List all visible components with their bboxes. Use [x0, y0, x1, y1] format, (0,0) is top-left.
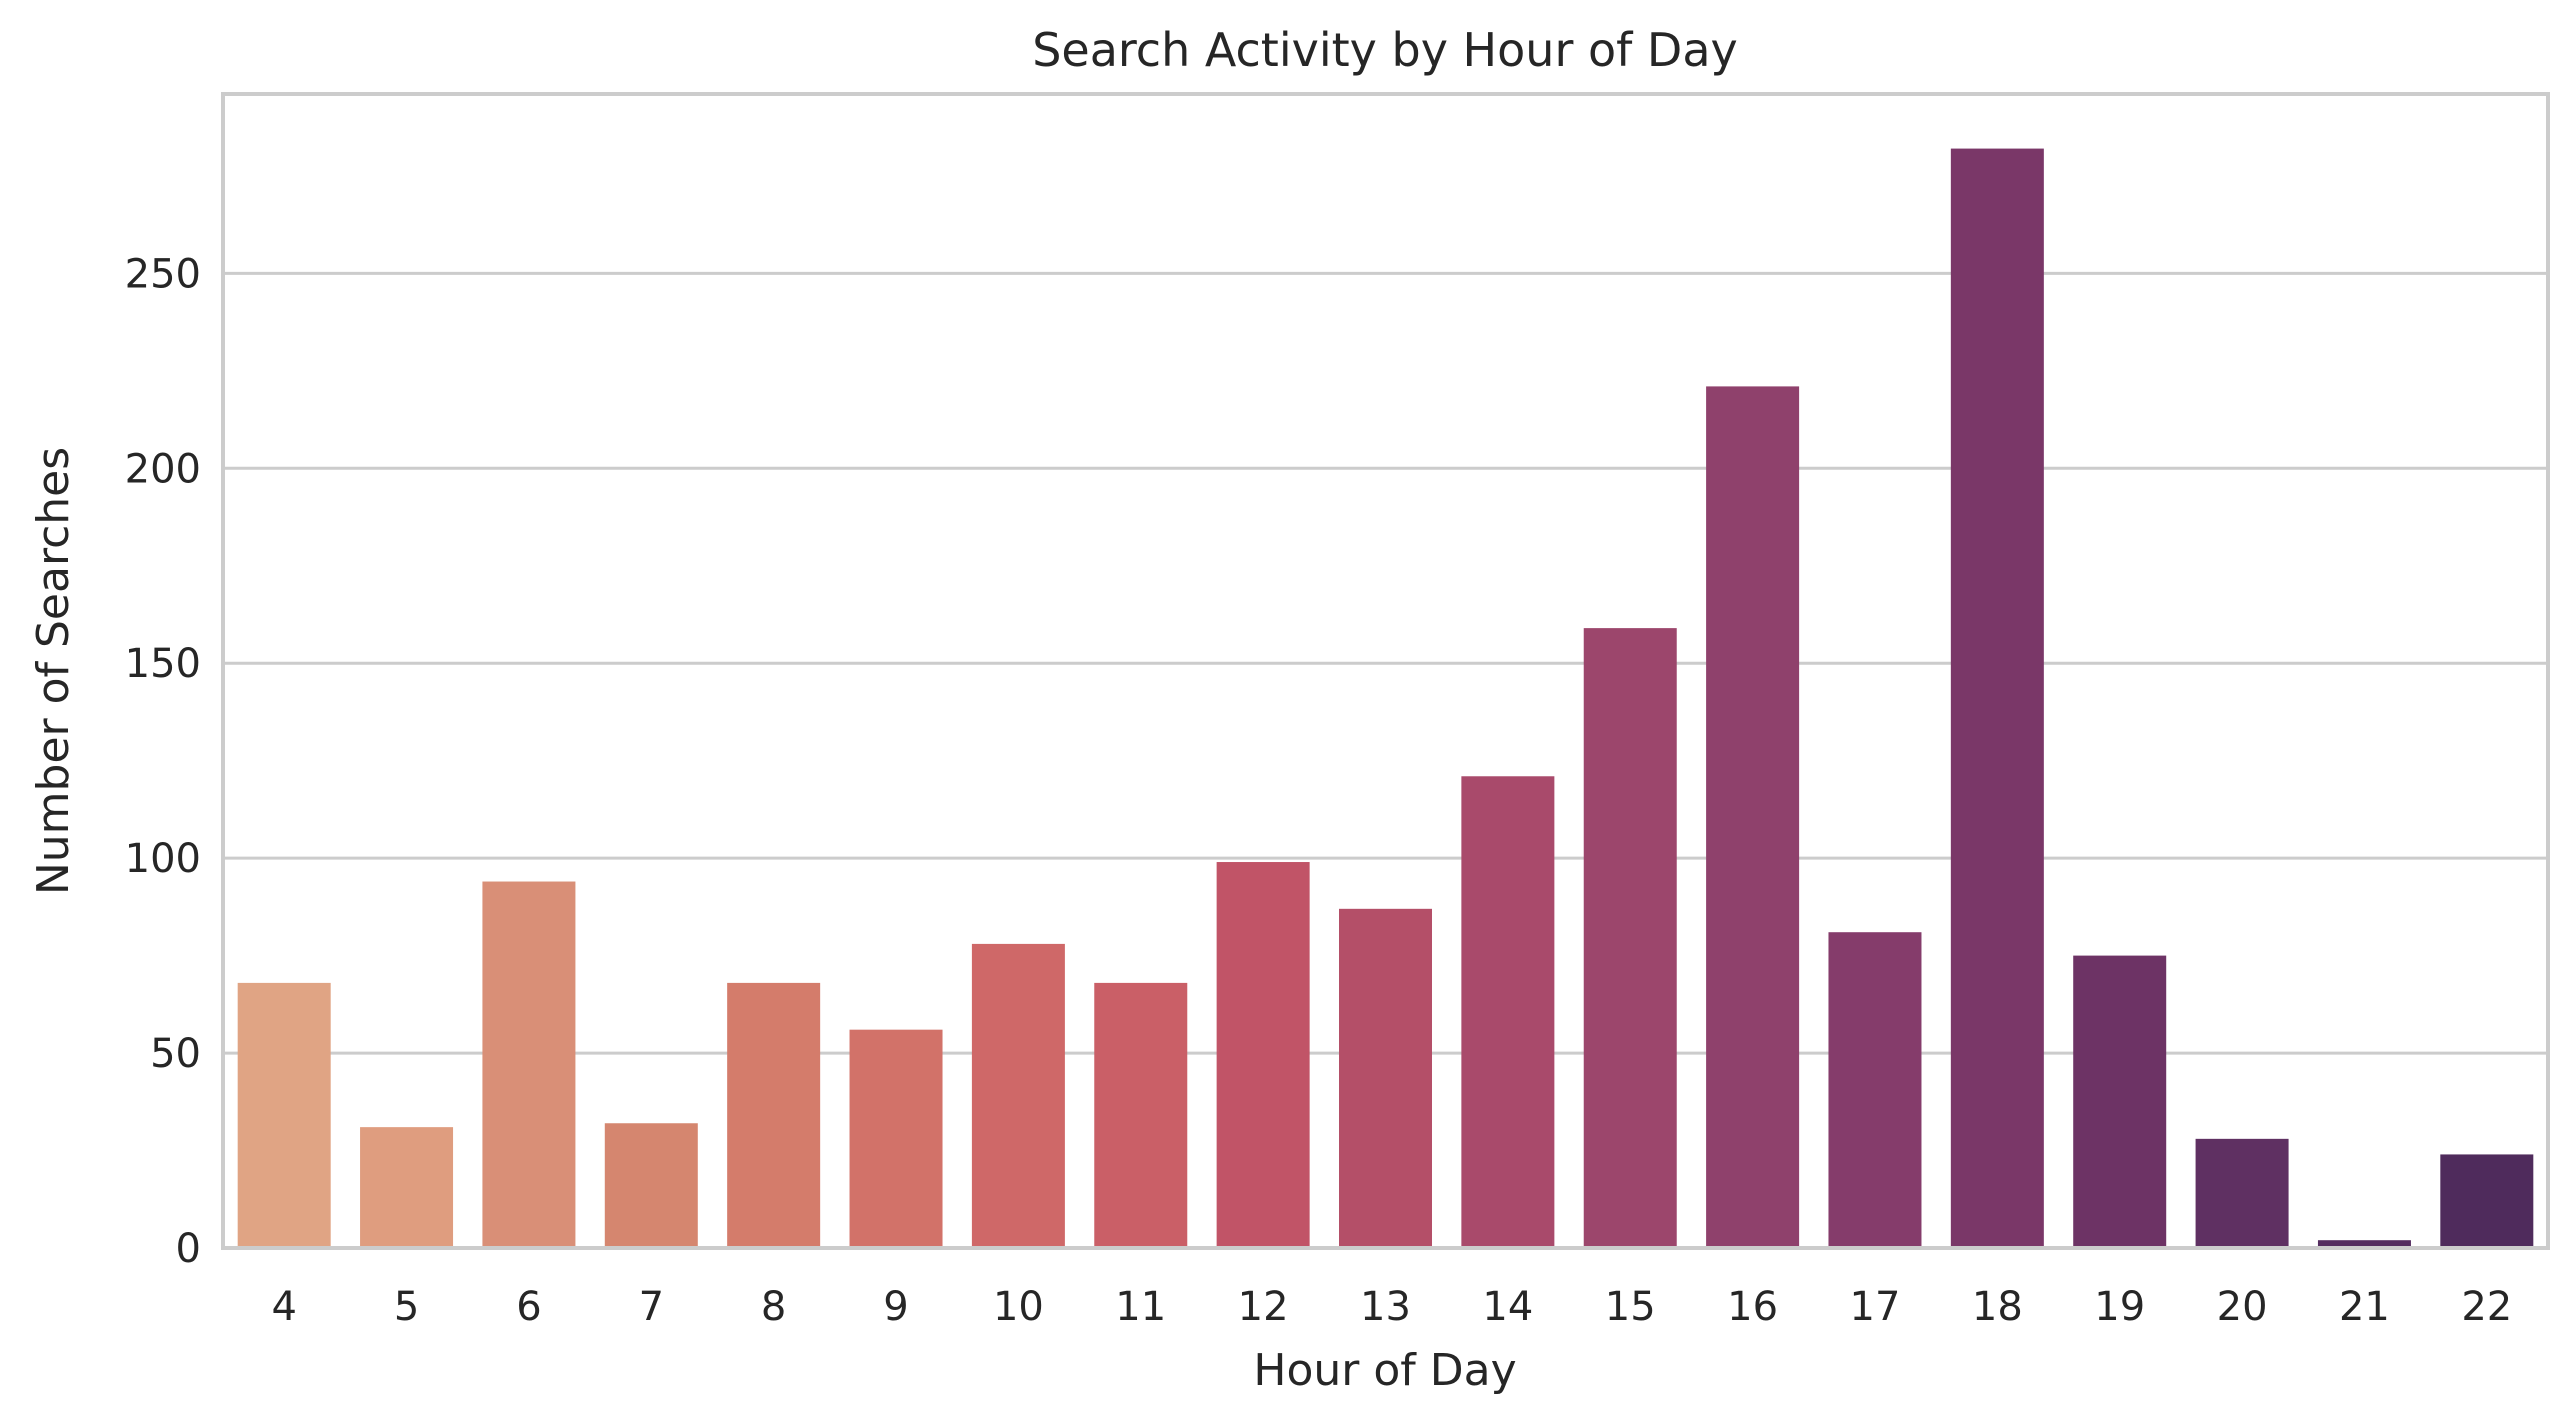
- x-tick-label: 15: [1605, 1284, 1656, 1330]
- y-tick-label: 50: [150, 1031, 201, 1077]
- x-tick-label: 19: [2094, 1284, 2145, 1330]
- bar-hour-22: [2440, 1154, 2534, 1248]
- bar-hour-12: [1216, 862, 1310, 1248]
- x-tick-label: 7: [639, 1284, 664, 1330]
- bar-hour-5: [360, 1127, 454, 1248]
- chart-title: Search Activity by Hour of Day: [1032, 23, 1738, 77]
- x-tick-label: 8: [761, 1284, 786, 1330]
- y-tick-label: 200: [125, 446, 201, 492]
- bar-hour-9: [849, 1029, 943, 1248]
- y-tick-label: 150: [125, 641, 201, 687]
- bar-hour-13: [1339, 908, 1432, 1248]
- y-axis-title: Number of Searches: [28, 447, 79, 895]
- bar-hour-10: [971, 943, 1065, 1248]
- y-tick-label: 250: [125, 251, 201, 297]
- plot-frame: [221, 92, 2550, 1250]
- bar-hour-16: [1706, 386, 1800, 1248]
- bar-hour-7: [604, 1123, 698, 1248]
- x-tick-label: 13: [1360, 1284, 1411, 1330]
- bar-hour-6: [482, 881, 576, 1248]
- bar-hour-4: [237, 982, 331, 1248]
- x-tick-label: 18: [1972, 1284, 2023, 1330]
- x-tick-label: 10: [993, 1284, 1044, 1330]
- bar-hour-18: [1950, 148, 2044, 1249]
- x-tick-label: 9: [883, 1284, 908, 1330]
- y-tick-label: 100: [125, 836, 201, 882]
- bar-hour-21: [2317, 1240, 2411, 1248]
- x-tick-label: 16: [1727, 1284, 1778, 1330]
- x-tick-label: 21: [2339, 1284, 2390, 1330]
- x-tick-label: 22: [2461, 1284, 2512, 1330]
- x-tick-label: 12: [1238, 1284, 1289, 1330]
- bar-hour-14: [1461, 776, 1555, 1248]
- x-tick-label: 20: [2217, 1284, 2268, 1330]
- bars: [237, 148, 2534, 1249]
- x-axis-title: Hour of Day: [1253, 1345, 1516, 1396]
- bar-hour-8: [727, 982, 821, 1248]
- bar-hour-19: [2073, 955, 2167, 1248]
- bar-hour-11: [1094, 982, 1188, 1248]
- x-tick-label: 17: [1850, 1284, 1901, 1330]
- x-tick-label: 4: [271, 1284, 296, 1330]
- x-tick-labels: 4 5 6 7 8 9 10 11 12 13 14 15 16 17 18 19 20 21 22: [271, 1284, 2512, 1330]
- bar-hour-15: [1583, 628, 1677, 1248]
- bar-hour-20: [2195, 1138, 2289, 1248]
- x-tick-label: 6: [516, 1284, 541, 1330]
- x-tick-label: 14: [1482, 1284, 1533, 1330]
- x-tick-label: 11: [1115, 1284, 1166, 1330]
- x-tick-label: 5: [394, 1284, 419, 1330]
- bar-hour-17: [1828, 932, 1922, 1248]
- y-tick-label: 0: [176, 1226, 201, 1272]
- y-tick-labels: 0 50 100 150 200 250: [125, 251, 201, 1272]
